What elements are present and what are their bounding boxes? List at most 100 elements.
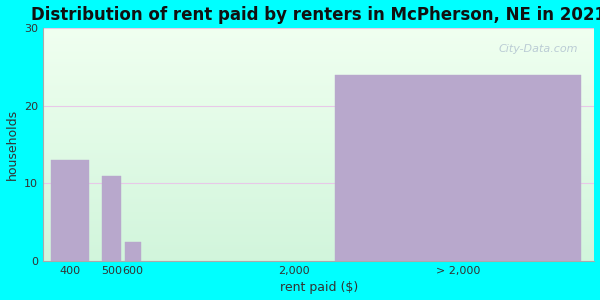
Bar <box>43 218 595 219</box>
Bar <box>43 33 595 34</box>
Bar <box>43 70 595 71</box>
Bar <box>43 91 595 92</box>
Bar <box>43 92 595 93</box>
Bar <box>43 56 595 57</box>
Bar <box>43 45 595 46</box>
Bar <box>43 113 595 114</box>
Bar <box>43 234 595 236</box>
Bar <box>43 84 595 85</box>
Bar <box>43 132 595 133</box>
Bar <box>43 72 595 74</box>
Bar <box>43 112 595 113</box>
Bar <box>43 163 595 164</box>
Bar <box>43 191 595 192</box>
Bar <box>43 150 595 152</box>
Bar <box>43 48 595 49</box>
Bar <box>43 223 595 224</box>
Bar <box>43 240 595 241</box>
Bar <box>43 35 595 36</box>
Bar <box>43 76 595 77</box>
Bar <box>43 162 595 163</box>
Bar <box>43 158 595 160</box>
Bar <box>43 228 595 230</box>
Bar <box>43 255 595 256</box>
Bar <box>43 105 595 106</box>
Bar <box>43 51 595 52</box>
Bar <box>43 37 595 38</box>
Bar <box>43 71 595 72</box>
Bar <box>43 122 595 124</box>
Bar <box>43 233 595 234</box>
Bar <box>43 179 595 181</box>
Bar <box>43 40 595 41</box>
Bar <box>43 127 595 128</box>
Bar <box>43 248 595 249</box>
Bar <box>43 133 595 134</box>
Bar <box>43 143 595 145</box>
Y-axis label: households: households <box>5 109 19 180</box>
Bar <box>43 79 595 80</box>
Bar <box>43 216 595 217</box>
Bar <box>43 154 595 155</box>
Bar <box>43 86 595 87</box>
Bar <box>43 118 595 119</box>
Bar <box>43 29 595 30</box>
Bar <box>43 141 595 142</box>
Bar <box>43 88 595 90</box>
Bar <box>43 34 595 35</box>
Bar <box>43 153 595 154</box>
Bar <box>43 197 595 198</box>
Bar <box>43 236 595 238</box>
Bar <box>43 137 595 139</box>
Bar <box>43 230 595 231</box>
Bar <box>43 224 595 225</box>
Bar <box>43 160 595 161</box>
Bar <box>43 164 595 165</box>
Bar <box>43 238 595 239</box>
Bar <box>43 30 595 31</box>
Bar <box>43 128 595 129</box>
Bar <box>43 140 595 141</box>
Bar <box>43 64 595 65</box>
Bar <box>43 66 595 68</box>
Title: Distribution of rent paid by renters in McPherson, NE in 2021: Distribution of rent paid by renters in … <box>31 6 600 24</box>
Bar <box>43 121 595 122</box>
Bar <box>43 200 595 202</box>
Bar <box>43 161 595 162</box>
Bar <box>43 80 595 82</box>
Bar <box>43 94 595 95</box>
Bar <box>43 59 595 61</box>
Bar <box>43 101 595 103</box>
Bar <box>335 74 581 261</box>
Bar <box>43 165 595 166</box>
Bar <box>43 38 595 40</box>
Bar <box>43 195 595 196</box>
Bar <box>43 168 595 169</box>
Bar <box>43 32 595 33</box>
Bar <box>43 58 595 59</box>
Bar <box>43 214 595 216</box>
Bar <box>43 249 595 250</box>
Bar <box>43 205 595 206</box>
Bar <box>43 146 595 147</box>
Bar <box>43 225 595 226</box>
Bar <box>43 203 595 204</box>
Bar <box>43 213 595 214</box>
Bar <box>43 126 595 127</box>
Bar <box>43 199 595 200</box>
Bar <box>43 98 595 99</box>
Bar <box>43 85 595 86</box>
Bar <box>43 226 595 227</box>
Bar <box>43 134 595 135</box>
Bar <box>43 181 595 182</box>
Bar <box>43 253 595 254</box>
Bar <box>43 53 595 55</box>
Bar <box>43 149 595 150</box>
Bar <box>43 28 595 29</box>
Bar <box>43 167 595 168</box>
Bar <box>43 106 595 107</box>
Bar <box>43 190 595 191</box>
Bar <box>43 246 595 247</box>
Bar <box>43 176 595 177</box>
Bar <box>43 46 595 48</box>
